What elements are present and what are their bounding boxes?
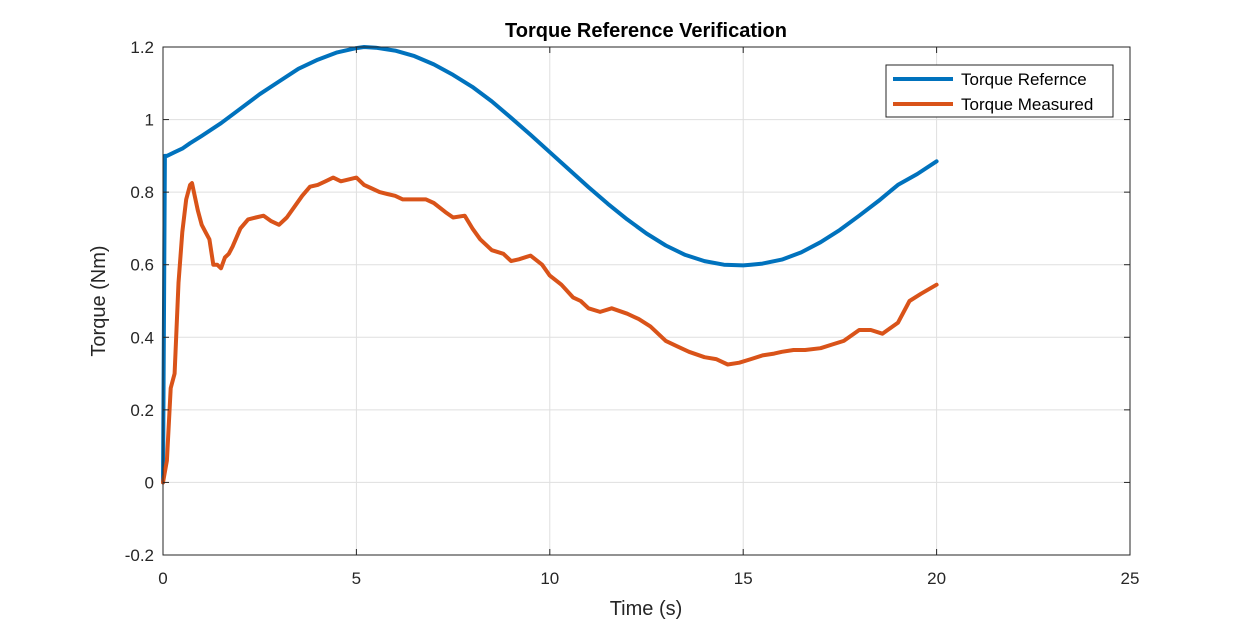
series-line-torque-reference — [161, 45, 939, 485]
legend-label-torque-measured: Torque Measured — [961, 95, 1093, 114]
ticks: 0 5 10 15 20 25-0.200.20.40.60.811.2 — [125, 38, 1140, 588]
x-tick-label: 10 — [540, 569, 559, 588]
y-tick-label: -0.2 — [125, 546, 154, 565]
series-layer — [161, 45, 939, 485]
y-tick-label: 0 — [145, 473, 154, 492]
legend: Torque Refernce Torque Measured — [885, 64, 1114, 118]
legend-label-torque-reference: Torque Refernce — [961, 70, 1087, 89]
x-tick-label: 20 — [927, 569, 946, 588]
y-tick-label: 0.4 — [130, 328, 154, 347]
series-line-torque-measured — [161, 175, 939, 485]
y-tick-label: 1.2 — [130, 38, 154, 57]
y-tick-label: 1 — [145, 111, 154, 130]
y-tick-label: 0.6 — [130, 256, 154, 275]
plot-area — [163, 47, 1130, 555]
plot-frame — [162, 46, 1131, 556]
y-axis-label: Torque (Nm) — [88, 245, 110, 356]
x-axis-label: Time (s) — [610, 598, 683, 620]
x-tick-label: 15 — [734, 569, 753, 588]
y-tick-label: 0.2 — [130, 401, 154, 420]
y-tick-label: 0.8 — [130, 183, 154, 202]
x-tick-label: 0 — [158, 569, 167, 588]
chart-title: Torque Reference Verification — [505, 20, 787, 42]
x-tick-label: 25 — [1121, 569, 1140, 588]
x-tick-label: 5 — [352, 569, 361, 588]
legend-box — [885, 64, 1114, 118]
